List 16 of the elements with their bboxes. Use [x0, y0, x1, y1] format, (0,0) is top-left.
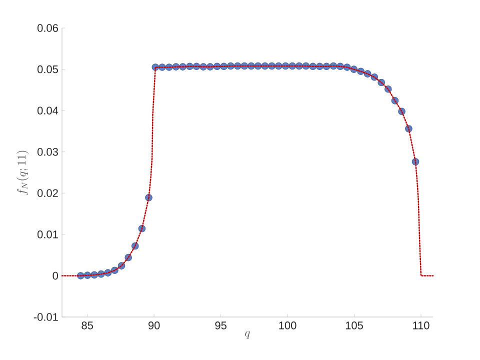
x-tick-label: 90 — [148, 322, 160, 330]
y-tick-label: 0.01 — [37, 230, 58, 238]
x-tick-label: 85 — [82, 322, 93, 330]
y-tick-label: 0.05 — [37, 65, 58, 74]
x-tick-label: 95 — [215, 322, 226, 330]
y-tick-label: 0.04 — [37, 106, 58, 114]
y-axis-title: $f_N(q;11)$ — [16, 150, 29, 195]
x-axis-title: $q$ — [245, 331, 250, 339]
y-tick-label: 0.06 — [37, 24, 58, 32]
y-tick-label: 0 — [52, 272, 58, 280]
y-tick-label: 0.03 — [37, 148, 58, 156]
x-tick-label: 110 — [413, 322, 430, 330]
y-tick-label: 0.02 — [37, 189, 58, 198]
y-tick-label: -0.01 — [34, 313, 58, 321]
x-tick-label: 100 — [279, 322, 296, 330]
x-tick-label: 105 — [346, 322, 363, 330]
